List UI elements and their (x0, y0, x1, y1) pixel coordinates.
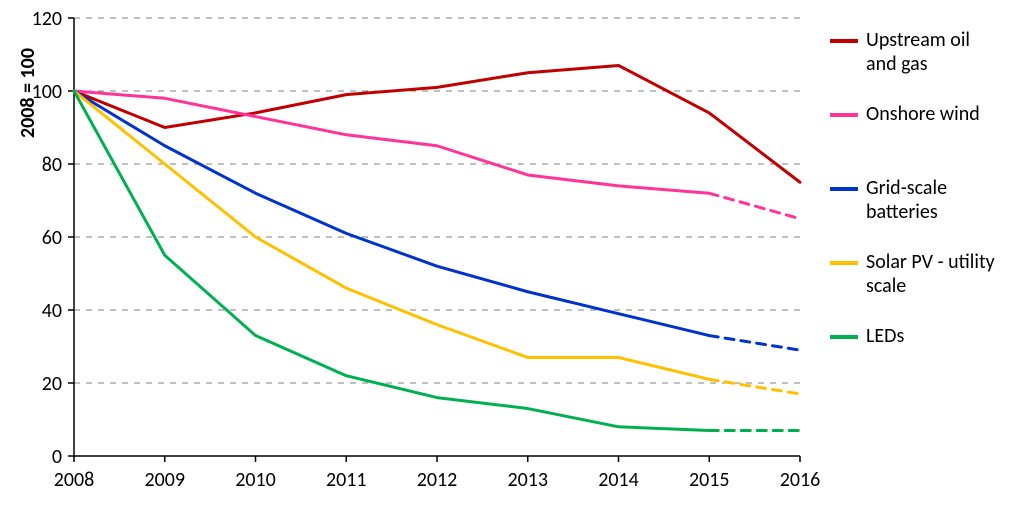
chart-container: 2008 = 100 20082009201020112012201320142… (0, 0, 1024, 512)
x-tick-label: 2010 (235, 468, 276, 492)
legend-item: Grid-scale batteries (830, 176, 1000, 224)
legend-swatch (830, 187, 858, 191)
series-line (74, 91, 709, 379)
y-tick-label: 40 (42, 299, 62, 323)
series-line-dashed (709, 336, 800, 351)
x-tick-label: 2012 (417, 468, 458, 492)
y-tick-label: 60 (42, 226, 62, 250)
legend-item: Solar PV - utility scale (830, 250, 1000, 298)
legend-label: Onshore wind (866, 102, 980, 126)
legend-label: Upstream oil and gas (866, 28, 1000, 76)
y-tick-label: 120 (32, 7, 62, 31)
y-tick-label: 0 (52, 445, 62, 469)
y-tick-label: 20 (42, 372, 62, 396)
legend-item: Onshore wind (830, 102, 1000, 126)
x-tick-label: 2014 (598, 468, 639, 492)
legend-swatch (830, 39, 858, 43)
legend-swatch (830, 261, 858, 265)
line-chart: 2008 2009 2010 2011 2012 2013 2014 2015 2016 0 20 4… (0, 0, 820, 512)
legend-label: Solar PV - utility scale (866, 250, 1000, 298)
legend-swatch (830, 335, 858, 339)
y-tick-label: 80 (42, 153, 62, 177)
series-line-dashed (709, 379, 800, 394)
legend-item: LEDs (830, 324, 1000, 348)
x-tick-label: 2015 (689, 468, 730, 492)
x-tick-label: 2009 (144, 468, 185, 492)
legend-item: Upstream oil and gas (830, 28, 1000, 76)
series-line (74, 65, 800, 182)
y-axis-title: 2008 = 100 (16, 48, 40, 138)
legend: Upstream oil and gas Onshore wind Grid-sca… (830, 0, 1010, 512)
series-line (74, 91, 709, 193)
series-line-dashed (709, 193, 800, 219)
legend-label: LEDs (866, 324, 904, 348)
x-tick-label: 2013 (507, 468, 548, 492)
legend-swatch (830, 113, 858, 117)
x-tick-label: 2016 (780, 468, 820, 492)
x-tick-label: 2011 (326, 468, 367, 492)
legend-label: Grid-scale batteries (866, 176, 1000, 224)
x-tick-label: 2008 (54, 468, 95, 492)
series-line (74, 91, 709, 430)
